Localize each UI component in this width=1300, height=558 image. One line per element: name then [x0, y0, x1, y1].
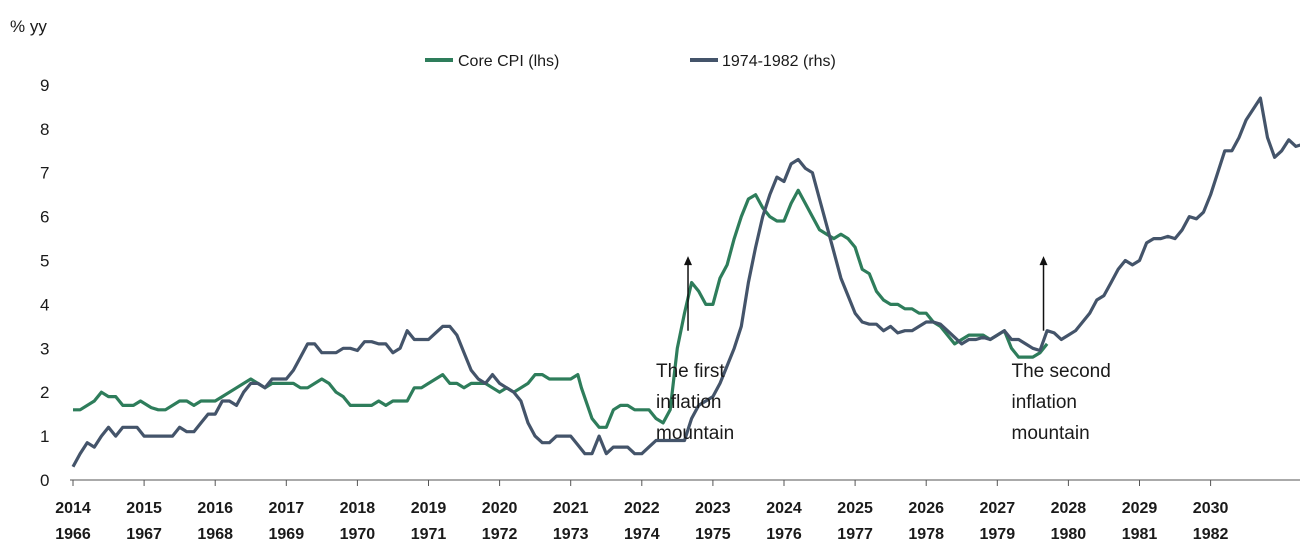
y-tick-label: 6	[40, 208, 49, 227]
x-tick-label-top: 2025	[837, 500, 873, 517]
x-tick-label-bottom: 1966	[55, 526, 91, 543]
annotation-text: mountain	[656, 423, 734, 444]
annotation-arrow-head	[684, 256, 693, 266]
y-tick-label: 2	[40, 383, 49, 402]
annotation-text: mountain	[1012, 423, 1090, 444]
x-tick-label-bottom: 1973	[553, 526, 589, 543]
x-tick-label-top: 2028	[1051, 500, 1087, 517]
x-tick-label-top: 2024	[766, 500, 802, 517]
x-tick-label-bottom: 1971	[411, 526, 447, 543]
y-tick-label: 3	[40, 339, 49, 358]
legend-label: 1974-1982 (rhs)	[722, 53, 836, 70]
x-tick-label-top: 2019	[411, 500, 447, 517]
x-tick-label-top: 2027	[980, 500, 1016, 517]
x-axis-ticks: 2014 1966 2015 1967 2016 1968 2017 1969 2018 1970…	[55, 480, 1228, 543]
x-tick-label-bottom: 1977	[837, 526, 873, 543]
x-tick-label-top: 2030	[1193, 500, 1229, 517]
x-tick-label-bottom: 1970	[340, 526, 376, 543]
x-tick-label-bottom: 1978	[908, 526, 944, 543]
x-tick-label-bottom: 1981	[1122, 526, 1158, 543]
y-tick-label: 8	[40, 120, 49, 139]
x-tick-label-bottom: 1974	[624, 526, 660, 543]
annotation-text: inflation	[656, 392, 722, 413]
annotation-text: The second	[1012, 361, 1111, 382]
x-tick-label-top: 2017	[269, 500, 305, 517]
x-tick-label-top: 2015	[126, 500, 162, 517]
x-tick-label-top: 2021	[553, 500, 589, 517]
y-tick-label: 0	[40, 471, 49, 490]
x-tick-label-bottom: 1968	[197, 526, 233, 543]
x-tick-label-top: 2022	[624, 500, 660, 517]
x-tick-label-bottom: 1982	[1193, 526, 1229, 543]
x-tick-label-bottom: 1975	[695, 526, 731, 543]
x-tick-label-top: 2018	[340, 500, 376, 517]
x-tick-label-top: 2014	[55, 500, 91, 517]
legend: Core CPI (lhs) 1974-1982 (rhs)	[425, 53, 836, 70]
y-axis-ticks: 0 1 2 3 4 5 6 7 8 9	[40, 76, 49, 490]
annotation-arrow-head	[1039, 256, 1048, 266]
y-tick-label: 5	[40, 252, 49, 271]
y-tick-label: 7	[40, 164, 49, 183]
x-tick-label-top: 2016	[197, 500, 233, 517]
y-tick-label: 4	[40, 295, 49, 314]
annotation-text: inflation	[1012, 392, 1078, 413]
x-tick-label-bottom: 1979	[980, 526, 1016, 543]
annotations: The first inflation mountain The second infl…	[656, 256, 1111, 444]
legend-label: Core CPI (lhs)	[458, 53, 559, 70]
annotation-text: The first	[656, 361, 725, 382]
x-tick-label-bottom: 1980	[1051, 526, 1087, 543]
y-tick-label: 1	[40, 427, 49, 446]
series-line-1974-1982	[71, 96, 1300, 468]
x-tick-label-bottom: 1967	[126, 526, 162, 543]
x-tick-label-bottom: 1976	[766, 526, 802, 543]
x-tick-label-top: 2020	[482, 500, 518, 517]
x-tick-label-bottom: 1969	[269, 526, 305, 543]
series-lines	[71, 96, 1300, 468]
x-tick-label-bottom: 1972	[482, 526, 518, 543]
x-tick-label-top: 2029	[1122, 500, 1158, 517]
x-tick-label-top: 2023	[695, 500, 731, 517]
y-tick-label: 9	[40, 76, 49, 95]
series-line-core-cpi	[73, 188, 1049, 429]
x-tick-label-top: 2026	[908, 500, 944, 517]
y-axis-label: % yy	[10, 17, 47, 36]
